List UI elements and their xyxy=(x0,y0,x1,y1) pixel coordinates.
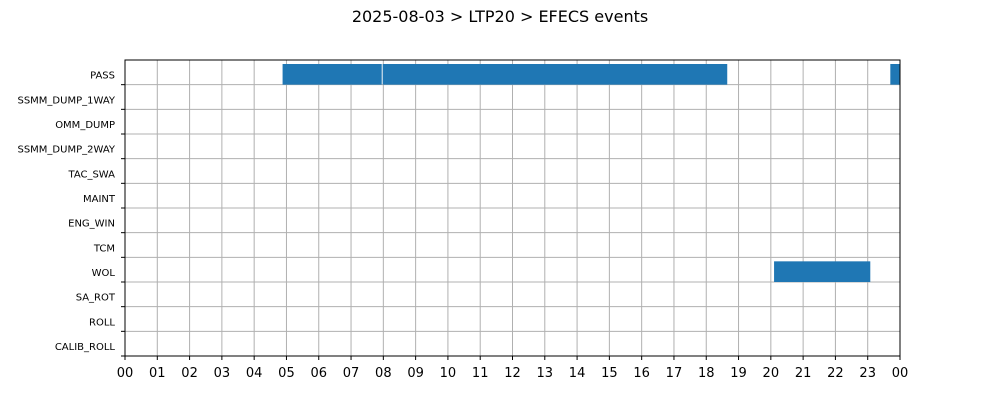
x-tick-label: 08 xyxy=(375,366,392,381)
x-tick-label: 00 xyxy=(892,366,909,381)
x-tick-label: 18 xyxy=(698,366,715,381)
x-tick-label: 13 xyxy=(537,366,554,381)
category-label: SA_ROT xyxy=(76,293,116,304)
category-label: WOL xyxy=(92,268,116,279)
x-tick-label: 21 xyxy=(795,366,812,381)
x-tick-label: 01 xyxy=(149,366,166,381)
x-tick-label: 00 xyxy=(117,366,134,381)
x-tick-label: 02 xyxy=(181,366,198,381)
x-tick-label: 20 xyxy=(763,366,780,381)
grid xyxy=(124,60,901,357)
axis-ticks xyxy=(121,84,901,360)
category-label: CALIB_ROLL xyxy=(55,342,116,353)
event-bars xyxy=(282,64,900,282)
event-bar-pass xyxy=(282,64,382,85)
y-axis-labels: PASS SSMM_DUMP_1WAY OMM_DUMP SSMM_DUMP_2WAY… xyxy=(17,71,115,353)
x-tick-label: 12 xyxy=(504,366,521,381)
x-axis-labels: 00 01 02 03 04 05 06 07 08 09 10 11 12 13 14 15 16 17 18 19… xyxy=(117,366,909,381)
x-tick-label: 14 xyxy=(569,366,586,381)
event-bar-pass xyxy=(382,64,728,85)
category-label: PASS xyxy=(90,71,115,82)
x-tick-label: 22 xyxy=(827,366,844,381)
x-tick-label: 17 xyxy=(666,366,683,381)
category-label: MAINT xyxy=(83,194,116,205)
x-tick-label: 06 xyxy=(310,366,327,381)
x-tick-label: 19 xyxy=(730,366,747,381)
event-bar-pass xyxy=(890,64,900,85)
category-label: TAC_SWA xyxy=(67,169,115,180)
chart-title: 2025-08-03 > LTP20 > EFECS events xyxy=(352,7,648,26)
category-label: SSMM_DUMP_2WAY xyxy=(17,145,115,156)
category-label: ROLL xyxy=(89,317,115,328)
x-tick-label: 23 xyxy=(859,366,876,381)
event-bar-wol xyxy=(774,261,871,282)
x-tick-label: 10 xyxy=(440,366,457,381)
x-tick-label: 09 xyxy=(407,366,424,381)
x-tick-label: 16 xyxy=(633,366,650,381)
x-tick-label: 05 xyxy=(278,366,295,381)
x-tick-label: 03 xyxy=(214,366,231,381)
x-tick-label: 07 xyxy=(343,366,360,381)
category-label: TCM xyxy=(93,243,115,254)
x-tick-label: 11 xyxy=(472,366,489,381)
x-tick-label: 15 xyxy=(601,366,618,381)
category-label: ENG_WIN xyxy=(68,219,115,230)
x-tick-label: 04 xyxy=(246,366,263,381)
category-label: OMM_DUMP xyxy=(55,120,115,131)
category-label: SSMM_DUMP_1WAY xyxy=(17,95,115,106)
